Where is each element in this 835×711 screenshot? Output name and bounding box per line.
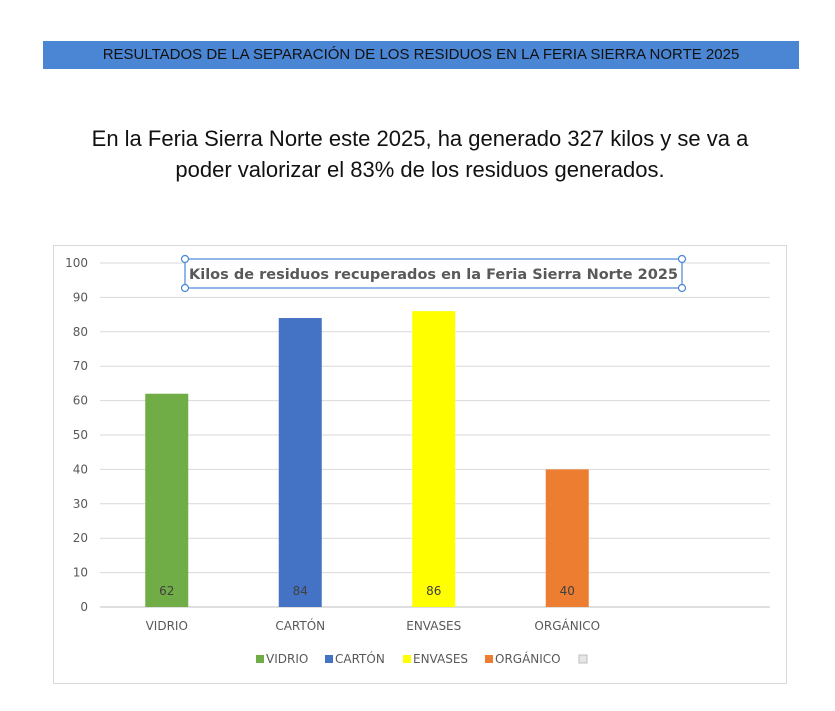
legend-label: ORGÁNICO (495, 651, 561, 666)
bar-envases[interactable] (412, 311, 456, 607)
y-tick-label: 80 (73, 325, 88, 339)
legend-label: VIDRIO (266, 652, 308, 666)
bar-vidrio[interactable] (145, 393, 189, 607)
x-tick-label: VIDRIO (146, 619, 188, 633)
legend: VIDRIO CARTÓN ENVASES ORGÁNICO (256, 651, 588, 666)
chart-container[interactable]: 0 10 20 30 40 50 60 70 80 90 100 62 84 86 40 VIDRIO CA… (53, 245, 787, 684)
y-tick-label: 20 (73, 531, 88, 545)
x-axis-labels: VIDRIO CARTÓN ENVASES ORGÁNICO (146, 618, 600, 633)
legend-swatch (578, 654, 588, 664)
resize-handle-top-right[interactable] (677, 254, 687, 264)
y-tick-label: 70 (73, 359, 88, 373)
summary-line-2: poder valorizar el 83% de los residuos g… (175, 157, 665, 182)
resize-handle-bottom-right[interactable] (677, 283, 687, 293)
data-label: 40 (560, 584, 575, 598)
bars: 62 84 86 40 (145, 311, 589, 607)
bar-chart: 0 10 20 30 40 50 60 70 80 90 100 62 84 86 40 VIDRIO CA… (65, 254, 770, 666)
x-tick-label: ENVASES (406, 619, 461, 633)
title-selection-frame[interactable] (184, 258, 683, 289)
data-label: 86 (426, 584, 441, 598)
chart-title: Kilos de residuos recuperados en la Feri… (189, 267, 678, 283)
data-label: 84 (293, 584, 308, 598)
page-banner: RESULTADOS DE LA SEPARACIÓN DE LOS RESID… (43, 41, 799, 69)
legend-swatch (403, 655, 411, 663)
resize-handle-top-left[interactable] (180, 254, 190, 264)
legend-label: ENVASES (413, 652, 468, 666)
y-axis-ticks: 0 10 20 30 40 50 60 70 80 90 100 (65, 256, 88, 614)
y-tick-label: 40 (73, 462, 88, 476)
legend-swatch (485, 655, 493, 663)
legend-label: CARTÓN (335, 651, 385, 666)
chart-title-box[interactable]: Kilos de residuos recuperados en la Feri… (180, 254, 687, 293)
y-tick-label: 10 (73, 566, 88, 580)
y-tick-label: 60 (73, 394, 88, 408)
x-tick-label: CARTÓN (275, 618, 325, 633)
summary-text: En la Feria Sierra Norte este 2025, ha g… (40, 123, 800, 185)
legend-swatch (325, 655, 333, 663)
data-label: 62 (159, 584, 174, 598)
y-tick-label: 100 (65, 256, 88, 270)
bar-cartón[interactable] (278, 318, 322, 607)
y-tick-label: 50 (73, 428, 88, 442)
x-tick-label: ORGÁNICO (534, 618, 600, 633)
summary-line-1: En la Feria Sierra Norte este 2025, ha g… (91, 126, 749, 151)
y-tick-label: 0 (80, 600, 88, 614)
resize-handle-bottom-left[interactable] (180, 283, 190, 293)
y-tick-label: 30 (73, 497, 88, 511)
bar-orgánico[interactable] (545, 469, 589, 607)
legend-swatch (256, 655, 264, 663)
y-tick-label: 90 (73, 290, 88, 304)
